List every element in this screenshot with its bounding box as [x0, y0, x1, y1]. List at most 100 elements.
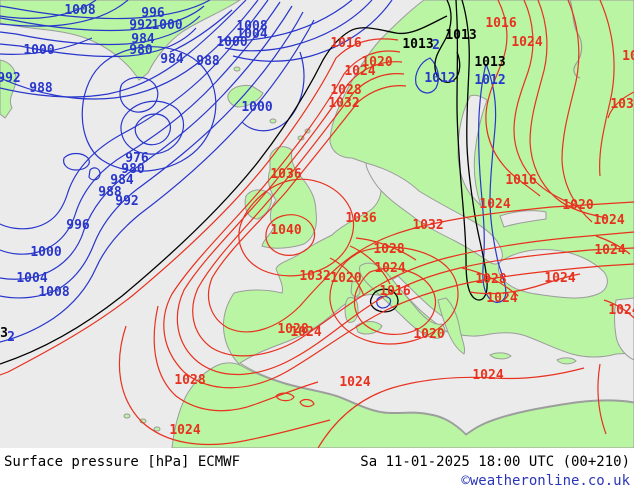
island — [269, 118, 277, 124]
pressure-label: 1000 — [151, 18, 182, 33]
island — [489, 352, 512, 360]
pressure-label: 1024 — [344, 64, 375, 79]
inland-sea-layer — [239, 94, 634, 435]
isobar-low — [63, 152, 90, 171]
pressure-label: 992 — [0, 71, 21, 86]
pressure-label: 1024 — [544, 271, 575, 286]
pressure-label: 1000 — [23, 43, 54, 58]
isobar-high — [192, 73, 634, 357]
isobar-high — [529, 0, 607, 219]
isobar-high — [329, 246, 459, 345]
isobar-low — [0, 0, 259, 100]
pressure-label: 1024 — [290, 325, 321, 340]
island — [437, 297, 465, 355]
pressure-label: 996 — [66, 218, 90, 233]
isobar-high — [561, 0, 593, 223]
pressure-label: 984 — [160, 52, 184, 67]
isobar-high — [599, 0, 615, 177]
pressure-label: 1028 — [277, 322, 308, 337]
pressure-label: 1016 — [485, 16, 516, 31]
isobar-mid — [455, 0, 488, 301]
pressure-label: 1000 — [30, 245, 61, 260]
isobar-low — [0, 19, 315, 343]
pressure-label: 992 — [129, 18, 152, 33]
island — [299, 327, 309, 333]
pressure-label: 1020 — [562, 198, 593, 213]
coastline-detail — [569, 0, 583, 79]
pressure-label: 1028 — [475, 272, 506, 287]
pressure-label: 1008 — [38, 285, 69, 300]
landmass — [171, 362, 634, 448]
caption-bar: Surface pressure [hPa] ECMWF Sa 11-01-20… — [0, 448, 634, 490]
pressure-label: 10 — [622, 49, 634, 64]
isobar-low — [478, 63, 507, 303]
isobar-low — [0, 5, 205, 32]
isobar-high — [469, 273, 581, 295]
pressure-label: 1024 — [472, 368, 503, 383]
sea-area — [365, 162, 503, 265]
sea-area — [499, 210, 547, 228]
pressure-label: 988 — [98, 185, 122, 200]
isobar-low — [88, 167, 101, 181]
pressure-label: 1013 — [474, 55, 505, 70]
isobar-low — [81, 46, 217, 172]
sea-area — [239, 294, 634, 435]
pressure-label: 992 — [115, 194, 138, 209]
island — [153, 426, 161, 432]
pressure-label: 988 — [196, 54, 220, 69]
isobar-low — [415, 57, 440, 94]
pressure-label: 988 — [29, 81, 53, 96]
isobar-high — [595, 235, 631, 255]
isobar-high — [176, 61, 634, 376]
isobar-low — [224, 0, 373, 52]
pressure-label: 2 — [7, 330, 15, 345]
pressure-label: 1036 — [345, 211, 376, 226]
pressure-label: 1032 — [412, 218, 443, 233]
pressure-label: 1024 — [374, 261, 405, 276]
map-title: Surface pressure [hPa] ECMWF — [4, 454, 241, 470]
isobar-low — [0, 1, 281, 255]
pressure-label: 1024 — [608, 303, 634, 318]
pressure-label: 1000 — [241, 100, 272, 115]
pressure-label: 1020 — [361, 55, 392, 70]
isobar-low — [134, 113, 171, 146]
isobar-low — [169, 9, 233, 53]
isobar-low — [220, 0, 353, 42]
valid-time: Sa 11-01-2025 18:00 UTC (00+210) — [360, 454, 630, 470]
isobar-high — [0, 38, 399, 376]
isobar-high — [353, 267, 437, 335]
pressure-label: 1016 — [505, 173, 536, 188]
surface-pressure-map: 1008 996 992 1000 984 980 984 988 1008 1004 1000 10… — [0, 0, 634, 448]
isobar-high — [603, 299, 634, 319]
sea-area — [497, 249, 608, 299]
pressure-label: 1008 — [64, 3, 95, 18]
isobar-high — [607, 91, 634, 119]
isobar-layer — [0, 0, 634, 448]
isobar-high — [349, 245, 391, 285]
pressure-label: 984 — [110, 173, 134, 188]
pressure-label: 1040 — [270, 223, 301, 238]
isobar-high — [118, 325, 331, 446]
pressure-label: 1004 — [236, 27, 267, 42]
isobar-high — [355, 237, 417, 261]
landmass — [0, 59, 17, 119]
pressure-label: 1024 — [511, 35, 542, 50]
isobar-low — [0, 37, 93, 55]
isobar-low — [0, 5, 293, 280]
pressure-label: 1004 — [16, 271, 47, 286]
island — [350, 281, 361, 297]
isobar-high — [207, 85, 634, 333]
pressure-label: 1020 — [413, 327, 444, 342]
pressure-label: 1024 — [339, 375, 370, 390]
pressure-label: 1008 — [236, 19, 267, 34]
pressure-label: 1032 — [328, 96, 359, 111]
isobar-high — [513, 0, 581, 209]
pressure-label: 1024 — [479, 197, 510, 212]
pressure-label: 3 — [0, 326, 8, 341]
pressure-label: 2 — [432, 38, 440, 53]
isobar-low — [119, 76, 159, 113]
island — [123, 413, 131, 419]
isobar-mid — [0, 15, 448, 365]
